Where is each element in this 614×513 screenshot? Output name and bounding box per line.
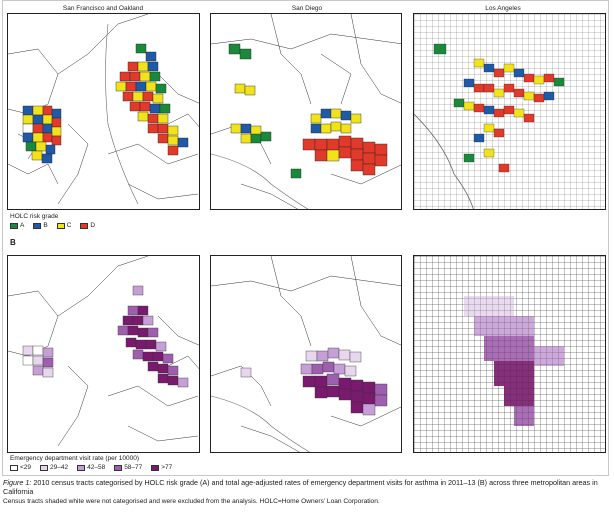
legend-b-swatch-3: [77, 464, 86, 471]
oakland-holc-tracts: [115, 43, 189, 156]
panel-b-letter: B: [10, 238, 16, 247]
bay-shoreline: [105, 23, 139, 205]
legend-b-label-1: <29: [20, 464, 32, 471]
la-holc-tracts: [433, 43, 565, 173]
map-a-sd: [210, 13, 402, 210]
legend-a-item-c: C: [56, 222, 72, 229]
map-a-sf: [7, 13, 200, 210]
legend-b: <29 29–42 42–58 58–77 >77: [10, 464, 178, 471]
legend-b-item-1: <29: [10, 464, 31, 471]
map-b-sd: [210, 255, 402, 453]
caption-text: 2010 census tracts categorised by HOLC r…: [3, 478, 598, 496]
legend-b-item-4: 58–77: [114, 464, 142, 471]
map-b-la-svg: [414, 256, 605, 452]
legend-a-item-b: B: [33, 222, 48, 229]
legend-a-swatch-b: [33, 222, 42, 229]
sf-rate-tracts: [22, 285, 189, 388]
legend-b-item-3: 42–58: [77, 464, 105, 471]
sd-holc-tracts: [228, 43, 388, 179]
legend-b-swatch-5: [151, 464, 160, 471]
legend-b-label-4: 58–77: [124, 464, 143, 471]
legend-a-label-b: B: [43, 222, 48, 229]
legend-a-title: HOLC risk grade: [10, 213, 59, 220]
city-label-la: Los Angeles: [485, 5, 521, 12]
legend-a-swatch-a: [10, 222, 18, 229]
map-b-sd-svg: [211, 256, 401, 452]
legend-b-title: Emergency department visit rate (per 100…: [10, 455, 139, 462]
legend-a-swatch-d: [80, 222, 89, 229]
legend-a: A B C D: [10, 222, 101, 229]
legend-a-label-c: C: [66, 222, 72, 229]
legend-a-item-a: A: [10, 222, 24, 229]
map-a-la: [413, 13, 606, 210]
legend-b-item-2: 29–42: [40, 464, 68, 471]
caption-note: Census tracts shaded white were not cate…: [3, 498, 380, 505]
legend-b-item-5: >77: [151, 464, 172, 471]
legend-b-swatch-4: [114, 464, 123, 471]
sf-holc-tracts: [22, 105, 62, 164]
legend-a-label-a: A: [20, 222, 25, 229]
map-b-sf: [7, 255, 200, 453]
legend-b-label-3: 42–58: [87, 464, 106, 471]
map-b-sf-svg: [8, 256, 199, 447]
sd-rate-tracts: [240, 347, 388, 416]
map-a-sd-svg: [211, 14, 401, 209]
figure-caption: Figure 1: 2010 census tracts categorised…: [3, 478, 609, 506]
map-a-sf-svg: [8, 14, 199, 205]
la-coastline: [414, 113, 474, 209]
figure-frame: [2, 0, 609, 476]
legend-b-label-5: >77: [161, 464, 173, 471]
legend-b-swatch-2: [40, 464, 49, 471]
map-b-la: [413, 255, 606, 453]
sd-bay-shoreline: [211, 153, 309, 209]
legend-a-label-d: D: [90, 222, 96, 229]
legend-a-swatch-c: [56, 222, 65, 229]
sd-tract-lines: [211, 14, 401, 209]
map-a-la-svg: [414, 14, 605, 209]
legend-b-label-2: 29–42: [50, 464, 69, 471]
caption-figure-label: Figure 1:: [3, 478, 32, 487]
city-label-sd: San Diego: [291, 5, 323, 12]
legend-a-item-d: D: [80, 222, 95, 229]
city-label-sf: San Francisco and Oakland: [62, 5, 144, 12]
legend-b-swatch-1: [10, 464, 18, 471]
